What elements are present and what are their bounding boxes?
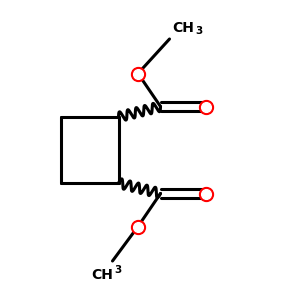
- Text: CH: CH: [172, 20, 194, 34]
- Text: CH: CH: [92, 268, 113, 282]
- Text: 3: 3: [114, 265, 121, 275]
- Text: 3: 3: [195, 26, 202, 36]
